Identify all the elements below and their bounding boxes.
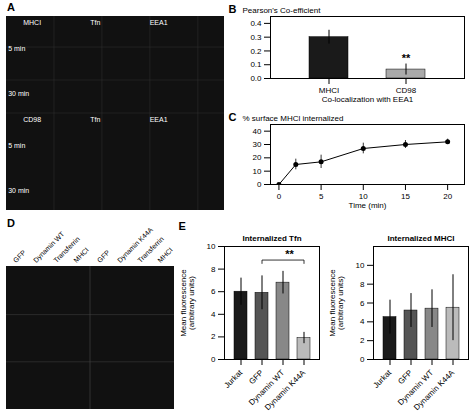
svg-text:5 min: 5 min	[8, 45, 25, 52]
svg-text:0: 0	[277, 192, 282, 201]
svg-text:2: 2	[360, 336, 365, 345]
svg-text:MHCI: MHCI	[319, 86, 339, 95]
svg-text:Transferrin: Transferrin	[136, 235, 165, 264]
svg-text:4: 4	[360, 317, 365, 326]
svg-text:EEA1: EEA1	[150, 116, 168, 123]
svg-text:0: 0	[360, 355, 365, 364]
svg-text:E: E	[179, 220, 186, 232]
svg-text:Jurkat: Jurkat	[371, 368, 393, 390]
svg-text:0.2: 0.2	[250, 47, 262, 56]
svg-text:Tfn: Tfn	[90, 116, 100, 123]
svg-text:CD98: CD98	[396, 86, 417, 95]
svg-text:Internalized MHCI: Internalized MHCI	[387, 234, 454, 243]
svg-text:MHCI: MHCI	[23, 19, 41, 26]
svg-text:Dynamin K44A: Dynamin K44A	[412, 368, 457, 411]
svg-text:20: 20	[443, 192, 452, 201]
svg-text:MHCI: MHCI	[156, 246, 174, 264]
svg-text:Transferrin: Transferrin	[52, 235, 81, 264]
svg-text:Dynamin K44A: Dynamin K44A	[263, 368, 308, 411]
svg-text:6: 6	[360, 299, 365, 308]
svg-text:Pearson's Co-efficient: Pearson's Co-efficient	[243, 6, 322, 15]
svg-text:5: 5	[319, 192, 324, 201]
svg-text:**: **	[402, 52, 411, 64]
svg-text:Time (min): Time (min)	[349, 201, 387, 210]
svg-text:Dynamin WT: Dynamin WT	[247, 368, 287, 408]
svg-text:30 min: 30 min	[8, 90, 29, 97]
svg-text:Jurkat: Jurkat	[222, 368, 244, 390]
svg-text:30 min: 30 min	[8, 187, 29, 194]
svg-text:2: 2	[211, 332, 216, 341]
svg-text:EEA1: EEA1	[150, 19, 168, 26]
svg-text:D: D	[7, 217, 15, 229]
svg-text:**: **	[285, 248, 294, 260]
svg-text:GFP: GFP	[12, 248, 27, 263]
svg-text:0: 0	[257, 180, 262, 189]
svg-text:40: 40	[253, 127, 262, 136]
svg-text:30: 30	[253, 140, 262, 149]
svg-text:Co-localization with EEA1: Co-localization with EEA1	[322, 95, 414, 104]
svg-text:10: 10	[356, 261, 365, 270]
svg-text:10: 10	[359, 192, 368, 201]
svg-text:10: 10	[253, 167, 262, 176]
svg-text:20: 20	[253, 153, 262, 162]
svg-text:Dynamin K44A: Dynamin K44A	[116, 225, 154, 264]
svg-text:% surface MHCl internalized: % surface MHCl internalized	[243, 114, 344, 123]
svg-text:GFP: GFP	[247, 368, 265, 386]
svg-text:0.1: 0.1	[250, 60, 262, 69]
svg-text:CD98: CD98	[23, 116, 41, 123]
svg-text:C: C	[229, 111, 237, 123]
svg-text:MHCI: MHCI	[72, 246, 90, 264]
svg-text:6: 6	[211, 287, 216, 296]
svg-text:GFP: GFP	[96, 248, 111, 263]
svg-text:8: 8	[360, 280, 365, 289]
svg-text:Internalized Tfn: Internalized Tfn	[242, 234, 301, 243]
svg-text:A: A	[7, 1, 15, 13]
svg-text:Dynamin WT: Dynamin WT	[396, 368, 436, 408]
svg-text:0.3: 0.3	[250, 33, 262, 42]
svg-text:10: 10	[207, 242, 216, 251]
svg-text:0.0: 0.0	[250, 74, 262, 83]
svg-text:Tfn: Tfn	[90, 19, 100, 26]
svg-text:0.4: 0.4	[250, 19, 262, 28]
svg-text:Mean fluorescence(arbitrary un: Mean fluorescence(arbitrary units)	[179, 269, 196, 337]
svg-text:GFP: GFP	[396, 368, 414, 386]
svg-text:Dynamin WT: Dynamin WT	[32, 230, 66, 264]
svg-text:0: 0	[211, 355, 216, 364]
svg-text:4: 4	[211, 310, 216, 319]
svg-text:B: B	[229, 3, 237, 15]
svg-text:Mean fluorescence(arbitrary un: Mean fluorescence(arbitrary units)	[328, 269, 345, 337]
svg-text:5 min: 5 min	[8, 142, 25, 149]
svg-text:8: 8	[211, 265, 216, 274]
svg-text:15: 15	[401, 192, 410, 201]
